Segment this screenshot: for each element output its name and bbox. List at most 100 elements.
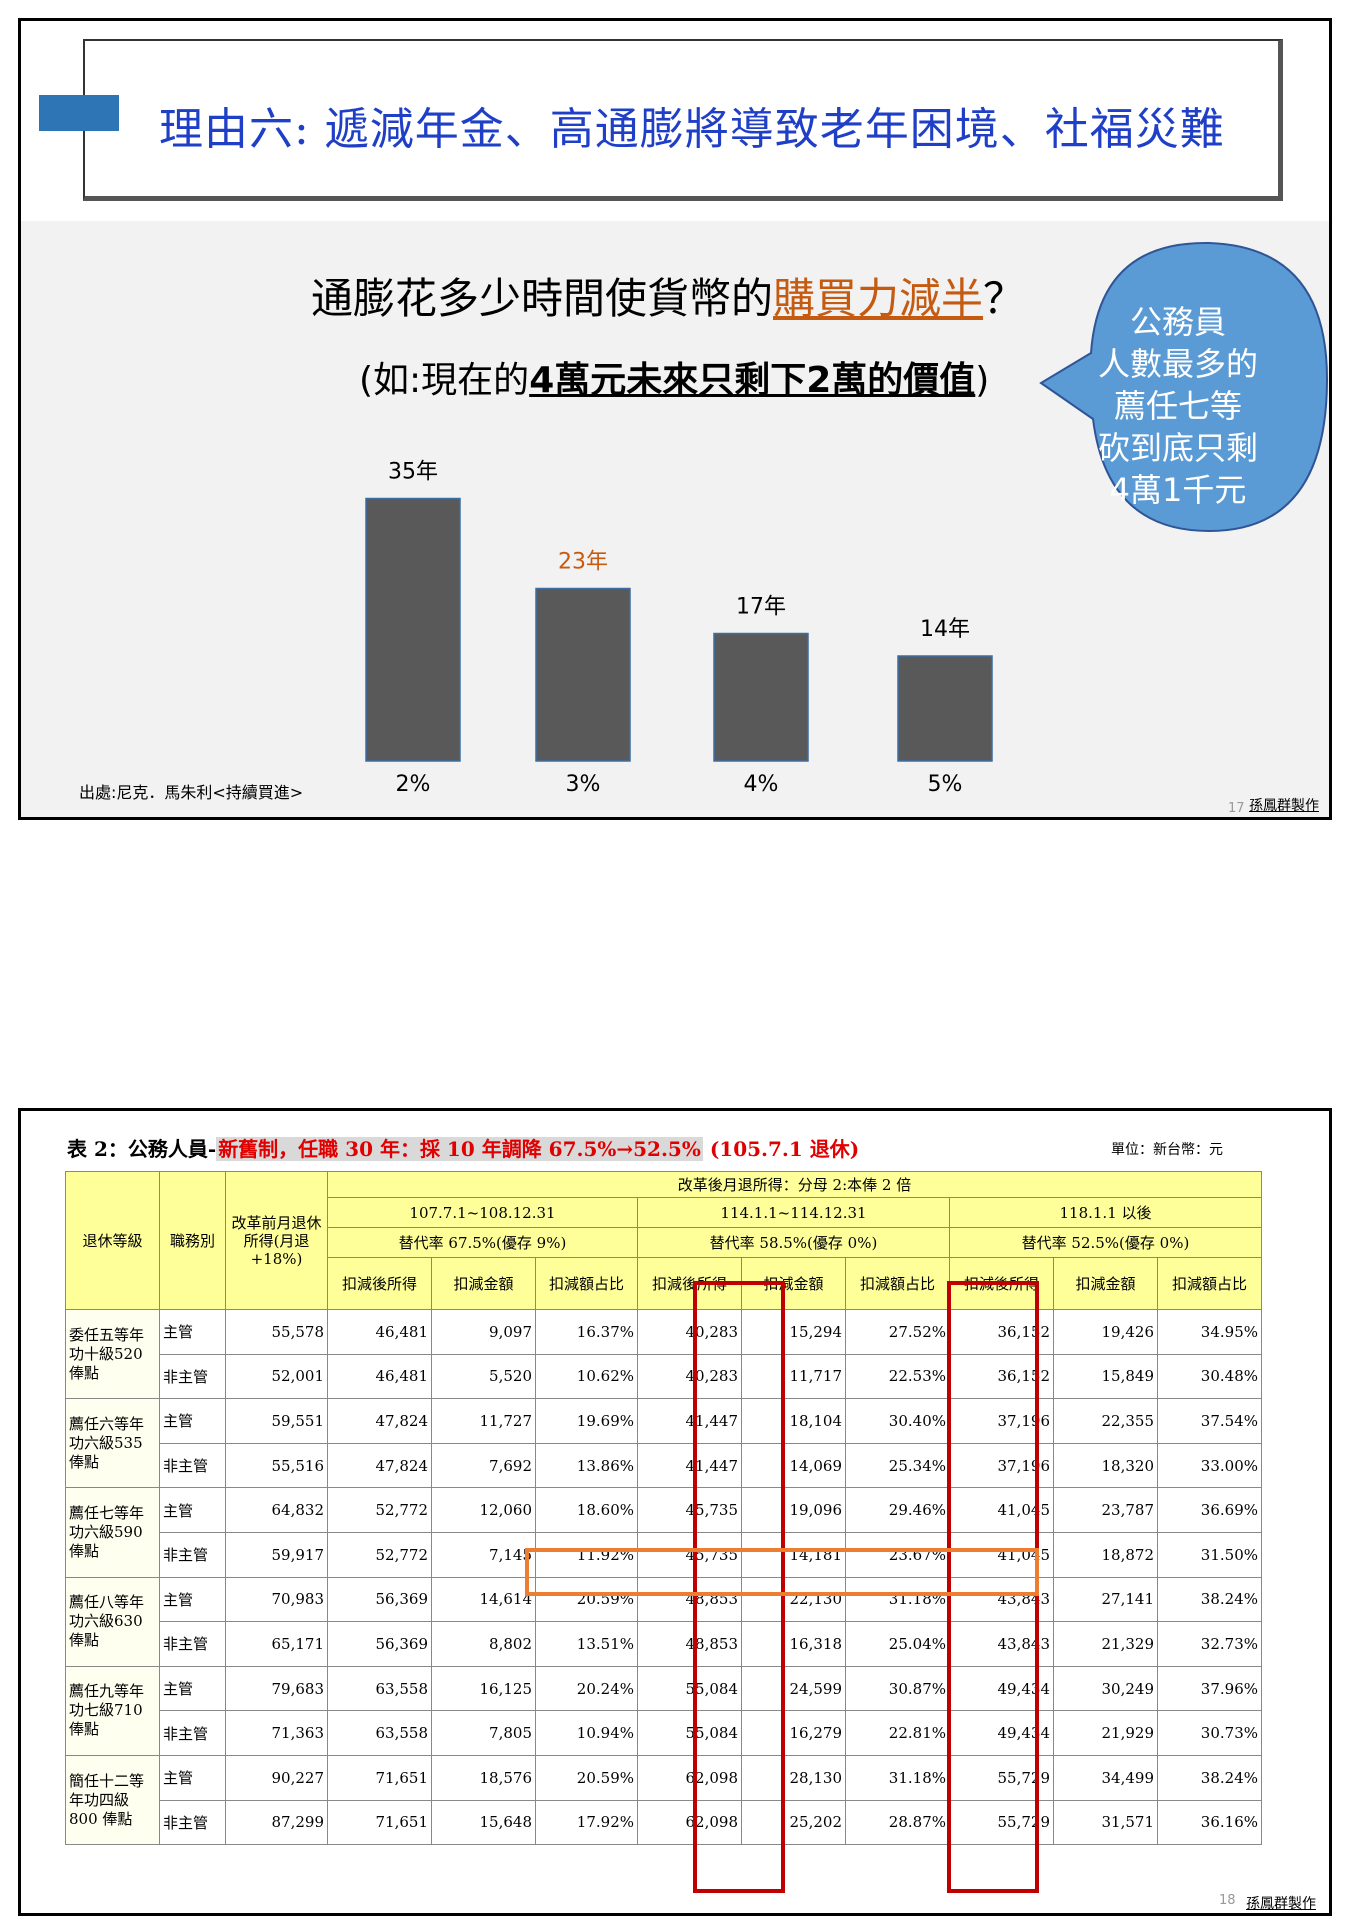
value-cell: 27,141 [1053,1576,1158,1623]
role-cell: 主管 [159,1487,226,1533]
value-cell: 9,097 [431,1309,536,1355]
category-label: 4% [744,772,779,797]
value-cell: 30.73% [1157,1710,1262,1756]
title-box [83,39,1283,201]
table-row: 非主管 71,363 63,558 7,805 10.94% 55,084 16,279 22… [66,1710,1262,1756]
bar-2% [365,497,461,762]
value-cell: 33.00% [1157,1442,1262,1489]
value-cell: 56,369 [327,1621,432,1667]
value-cell: 15,849 [1053,1353,1158,1400]
value-cell: 31,571 [1053,1799,1158,1846]
role-cell: 非主管 [159,1442,226,1489]
unit-label: 單位：新台幣：元 [1111,1142,1223,1158]
slide-title: 理由六: 遞減年金、高通膨將導致老年困境、社福災難 [159,104,1225,155]
value-cell: 8,802 [431,1621,536,1667]
value-cell: 79,683 [225,1665,328,1712]
question-subline: (如:現在的4萬元未來只剩下2萬的價值) [359,351,989,403]
value-cell: 15,648 [431,1799,536,1846]
table-title-highlight: 新舊制，任職 30 年：採 10 年調降 67.5%→52.5% [216,1137,703,1161]
value-cell: 25.34% [845,1442,950,1489]
author-credit: 孫鳳群製作 [1249,798,1319,814]
data-label: 14年 [920,617,970,642]
bubble-line: 人數最多的 [1097,345,1258,383]
page-number-18: 18 [1219,1893,1236,1908]
subline-suffix: ) [975,360,990,401]
table-title-lead: 表 2：公務人員- [67,1137,217,1161]
table-row: 薦任九等年功七級710 俸點 主管 79,683 63,558 16,125 20.24%… [65,1665,1262,1756]
value-cell: 45,735 [637,1487,742,1533]
value-cell: 52,772 [327,1531,432,1578]
subheader-cell: 扣減額占比 [535,1257,638,1310]
value-cell: 30.48% [1157,1353,1262,1400]
value-cell: 52,001 [225,1353,328,1400]
value-cell: 37.54% [1157,1398,1262,1444]
category-label: 3% [566,772,601,797]
value-cell: 56,369 [327,1576,432,1623]
subline-underlined: 4萬元未來只剩下2萬的價值 [529,360,976,401]
level-cell: 簡任十二等年功四級800 俸點 [65,1754,160,1846]
header-rate-1: 替代率 67.5%(優存 9%) [327,1227,638,1258]
value-cell: 71,651 [327,1754,432,1801]
value-cell: 10.62% [535,1353,638,1400]
value-cell: 17.92% [535,1799,638,1846]
value-cell: 16,125 [431,1665,536,1712]
highlight-row-box [525,1548,1039,1596]
value-cell: 65,171 [225,1621,328,1667]
value-cell: 62,098 [637,1754,742,1801]
value-cell: 71,363 [225,1710,328,1756]
role-cell: 主管 [159,1309,226,1355]
table-row: 委任五等年功十級520 俸點 主管 55,578 46,481 9,097 16.37% 4… [65,1308,1262,1400]
value-cell: 55,084 [637,1710,742,1756]
value-cell: 16.37% [535,1309,638,1355]
value-cell: 63,558 [327,1710,432,1756]
value-cell: 34,499 [1053,1754,1158,1801]
source-note: 出處:尼克．馬朱利<持續買進> [79,783,304,802]
data-label: 35年 [388,460,438,485]
header-rate-3: 替代率 52.5%(優存 0%) [949,1227,1262,1258]
value-cell: 55,578 [225,1309,328,1355]
value-cell: 64,832 [225,1487,328,1533]
value-cell: 22.81% [845,1710,950,1756]
table-title-tail: (105.7.1 退休) [709,1137,860,1161]
level-cell: 委任五等年功十級520 俸點 [65,1308,160,1400]
value-cell: 48,853 [637,1621,742,1667]
header-period-3: 118.1.1 以後 [949,1197,1262,1228]
value-cell: 38.24% [1157,1754,1262,1801]
value-cell: 19,426 [1053,1309,1158,1355]
value-cell: 36.16% [1157,1799,1262,1846]
value-cell: 37.96% [1157,1665,1262,1712]
subheader-cell: 扣減額占比 [845,1257,950,1310]
header-level: 退休等級 [65,1171,160,1310]
table-row: 薦任六等年功六級535 俸點 主管 59,551 47,824 11,727 19.69%… [65,1398,1262,1489]
value-cell: 55,516 [225,1442,328,1489]
value-cell: 25.04% [845,1621,950,1667]
category-label: 5% [928,772,963,797]
role-cell: 非主管 [159,1531,226,1578]
question-suffix: ？ [983,274,1026,323]
value-cell: 38.24% [1157,1576,1262,1623]
value-cell: 18.60% [535,1487,638,1533]
author-credit-18: 孫鳳群製作 [1246,1896,1316,1912]
bar-5% [897,655,993,762]
role-cell: 非主管 [159,1799,226,1846]
value-cell: 30,249 [1053,1665,1158,1712]
bar-3% [535,587,631,762]
value-cell: 46,481 [327,1353,432,1400]
value-cell: 71,651 [327,1799,432,1846]
subheader-cell: 扣減金額 [1053,1257,1158,1310]
category-label: 2% [396,772,431,797]
header-pre-reform: 改革前月退休所得(月退+18%) [225,1171,328,1310]
value-cell: 47,824 [327,1398,432,1444]
subline-prefix: (如:現在的 [359,360,530,401]
bubble-line: 公務員 [1129,303,1226,341]
value-cell: 29.46% [845,1487,950,1533]
question-highlight: 購買力減半 [773,274,984,323]
value-cell: 32.73% [1157,1621,1262,1667]
data-label: 17年 [736,595,786,620]
value-cell: 12,060 [431,1487,536,1533]
subheader-cell: 扣減額占比 [1157,1257,1262,1310]
value-cell: 23,787 [1053,1487,1158,1533]
value-cell: 31.50% [1157,1531,1262,1578]
level-cell: 薦任九等年功七級710 俸點 [65,1665,160,1756]
pension-table: 退休等級 職務別 改革前月退休所得(月退+18%) 改革後月退所得：分母 2:本… [65,1171,1262,1846]
